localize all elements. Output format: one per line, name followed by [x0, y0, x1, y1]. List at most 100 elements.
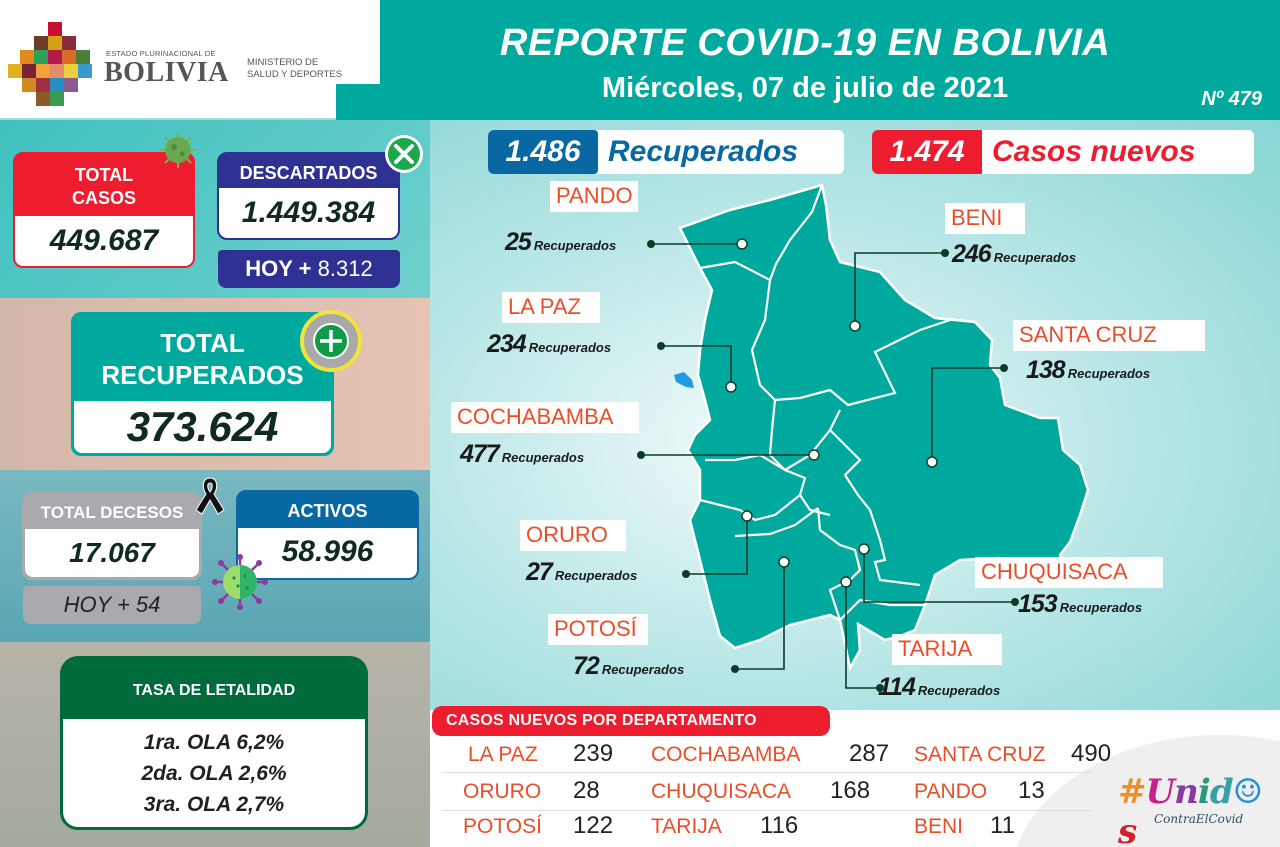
new-cases-table-title: CASOS NUEVOS POR DEPARTAMENTO	[432, 706, 830, 736]
x-circle-icon	[385, 135, 423, 173]
map-label-santa-cruz: SANTA CRUZ	[1013, 320, 1205, 351]
recovered-word: Recuperados	[533, 238, 617, 253]
map-label-la-paz: LA PAZ	[502, 292, 600, 323]
map-label-potosi: POTOSÍ	[548, 614, 648, 645]
total-recovered-card: TOTAL RECUPERADOS 373.624	[71, 312, 334, 456]
table-cell-dept: TARIJA	[651, 815, 722, 838]
daily-new-cases-value: 1.474	[872, 130, 982, 174]
table-cell-value: 116	[760, 812, 799, 839]
table-cell-dept: ORURO	[463, 780, 542, 803]
recovered-word: Recuperados	[528, 340, 612, 355]
daily-recovered-value: 1.486	[488, 130, 598, 174]
unidos-campaign-logo: #Unid☺s ContraElCovid	[1118, 772, 1268, 847]
table-cell-value: 168	[830, 777, 871, 804]
table-cell-value: 490	[1071, 740, 1112, 767]
map-label-tarija: TARIJA	[892, 634, 1002, 665]
report-number: Nº 479	[1201, 88, 1262, 110]
recovered-word: Recuperados	[554, 568, 638, 583]
lethality-wave-1: 1ra. OLA 6,2%	[143, 731, 285, 754]
table-cell-value: 239	[573, 740, 614, 767]
recovered-word: Recuperados	[993, 250, 1077, 265]
recovered-word: Recuperados	[601, 662, 685, 677]
recovered-count: 477	[460, 440, 500, 468]
recovered-count: 114	[878, 673, 916, 701]
active-cases-value: 58.996	[238, 528, 417, 578]
lethality-rate-list: 1ra. OLA 6,2% 2da. OLA 2,6% 3ra. OLA 2,7…	[63, 719, 365, 827]
map-recovered-oruro: 27 Recuperados	[526, 558, 637, 587]
map-recovered-santa-cruz: 138 Recuperados	[1026, 356, 1150, 385]
header-logo-area: ESTADO PLURINACIONAL DE BOLIVIA MINISTER…	[0, 0, 380, 118]
table-divider	[442, 772, 1092, 773]
table-cell-dept: COCHABAMBA	[651, 743, 801, 766]
map-recovered-cochabamba: 477 Recuperados	[460, 440, 584, 469]
table-cell-dept: CHUQUISACA	[651, 780, 792, 803]
lethality-rate-title: TASA DE LETALIDAD	[132, 682, 296, 699]
total-cases-label-line1: TOTAL	[74, 165, 134, 185]
discarded-card: DESCARTADOS 1.449.384	[217, 152, 400, 240]
mourning-ribbon-icon	[195, 477, 225, 515]
table-cell-dept: POTOSÍ	[463, 815, 542, 838]
virus-icon	[212, 554, 268, 610]
daily-new-cases-banner: 1.474 Casos nuevos	[872, 130, 1254, 174]
logo-state-text: ESTADO PLURINACIONAL DE	[106, 49, 216, 58]
lethality-wave-2: 2da. OLA 2,6%	[141, 762, 287, 785]
total-recovered-label: TOTAL RECUPERADOS	[74, 315, 331, 401]
table-cell-value: 13	[1018, 777, 1045, 804]
report-date: Miércoles, 07 de julio de 2021	[601, 72, 1009, 104]
table-cell-dept: LA PAZ	[468, 743, 538, 766]
recovered-count: 234	[487, 330, 527, 358]
total-deaths-label: TOTAL DECESOS	[40, 503, 184, 522]
active-cases-label: ACTIVOS	[287, 501, 368, 521]
logo-country-text: BOLIVIA	[104, 57, 229, 88]
table-cell-dept: PANDO	[914, 780, 988, 803]
daily-recovered-banner: 1.486 Recuperados	[488, 130, 844, 174]
map-recovered-beni: 246 Recuperados	[952, 240, 1076, 269]
map-recovered-la-paz: 234 Recuperados	[487, 330, 611, 359]
deaths-today: HOY + 54	[23, 586, 201, 624]
recovered-word: Recuperados	[501, 450, 585, 465]
recovered-word: Recuperados	[917, 683, 1001, 698]
recovered-count: 27	[526, 558, 553, 586]
header-step-decoration	[336, 84, 386, 120]
discarded-label: DESCARTADOS	[239, 163, 378, 183]
map-recovered-potosi: 72 Recuperados	[573, 652, 684, 681]
lethality-rate-card: TASA DE LETALIDAD 1ra. OLA 6,2% 2da. OLA…	[60, 656, 368, 830]
recovered-count: 72	[573, 652, 600, 680]
lethality-wave-3: 3ra. OLA 2,7%	[143, 793, 285, 816]
bolivia-emblem-icon	[8, 22, 96, 106]
total-cases-label-line2: CASOS	[71, 188, 136, 208]
total-cases-label: TOTAL CASOS	[15, 154, 193, 216]
map-recovered-tarija: 114 Recuperados	[878, 673, 1000, 702]
total-cases-value: 449.687	[15, 216, 193, 266]
virus-icon	[160, 132, 196, 168]
table-cell-value: 122	[573, 812, 614, 839]
map-label-cochabamba: COCHABAMBA	[451, 402, 639, 433]
campaign-hashtag: #Unid☺s	[1118, 772, 1264, 847]
discarded-today: HOY + 8.312	[218, 250, 400, 288]
table-cell-value: 11	[990, 812, 1015, 839]
total-deaths-card: TOTAL DECESOS 17.067	[22, 492, 202, 580]
active-cases-card: ACTIVOS 58.996	[236, 490, 419, 580]
table-divider	[442, 810, 1092, 811]
table-cell-value: 287	[849, 740, 890, 767]
recovered-word: Recuperados	[1059, 600, 1143, 615]
header-band	[380, 0, 1280, 120]
discarded-today-value: 8.312	[317, 256, 373, 281]
ministry-name: MINISTERIO DE SALUD Y DEPORTES	[247, 57, 342, 81]
total-recovered-label-line2: RECUPERADOS	[101, 360, 304, 390]
map-recovered-pando: 25 Recuperados	[505, 228, 616, 257]
total-deaths-value: 17.067	[25, 529, 199, 577]
face-mask-icon: ☺	[1232, 772, 1264, 812]
recovered-count: 153	[1018, 590, 1058, 618]
campaign-subtitle: ContraElCovid	[1154, 812, 1244, 826]
total-recovered-value: 373.624	[74, 401, 331, 453]
map-recovered-chuquisaca: 153 Recuperados	[1018, 590, 1142, 619]
daily-recovered-label: Recuperados	[608, 135, 799, 168]
table-cell-value: 28	[573, 777, 600, 804]
table-cell-dept: BENI	[914, 815, 964, 838]
map-label-beni: BENI	[945, 203, 1025, 234]
discarded-today-label: HOY +	[245, 256, 312, 281]
recovered-count: 25	[505, 228, 532, 256]
ministry-line-1: MINISTERIO DE	[247, 57, 319, 68]
map-label-chuquisaca: CHUQUISACA	[975, 557, 1163, 588]
